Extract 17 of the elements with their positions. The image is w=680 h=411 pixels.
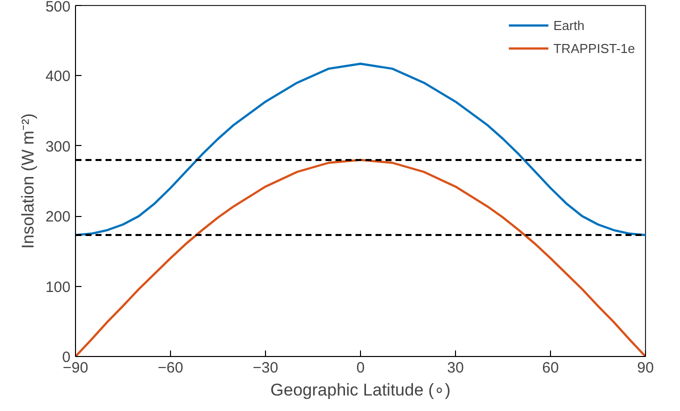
y-tick-label: 400 (45, 68, 71, 86)
legend-label: TRAPPIST-1e (553, 40, 635, 56)
y-tick-label: 300 (45, 138, 71, 156)
legend-label: Earth (553, 18, 584, 32)
y-tick-label: 500 (45, 0, 71, 16)
y-tick-label: 200 (45, 208, 71, 226)
x-tick-label: 90 (637, 360, 654, 376)
x-tick-label: 60 (542, 360, 559, 376)
x-axis-title: Geographic Latitude (∘) (270, 380, 451, 400)
x-tick-label: 30 (447, 360, 464, 376)
line-series (76, 62, 646, 236)
x-tick-label: −60 (158, 360, 184, 376)
x-tick-label: −30 (252, 360, 278, 376)
y-tick-label: 100 (45, 278, 71, 296)
y-axis-title: Insolation (W m⁻²) (18, 113, 38, 249)
y-tick-label: 0 (62, 349, 70, 366)
x-tick-label: 0 (356, 360, 365, 376)
